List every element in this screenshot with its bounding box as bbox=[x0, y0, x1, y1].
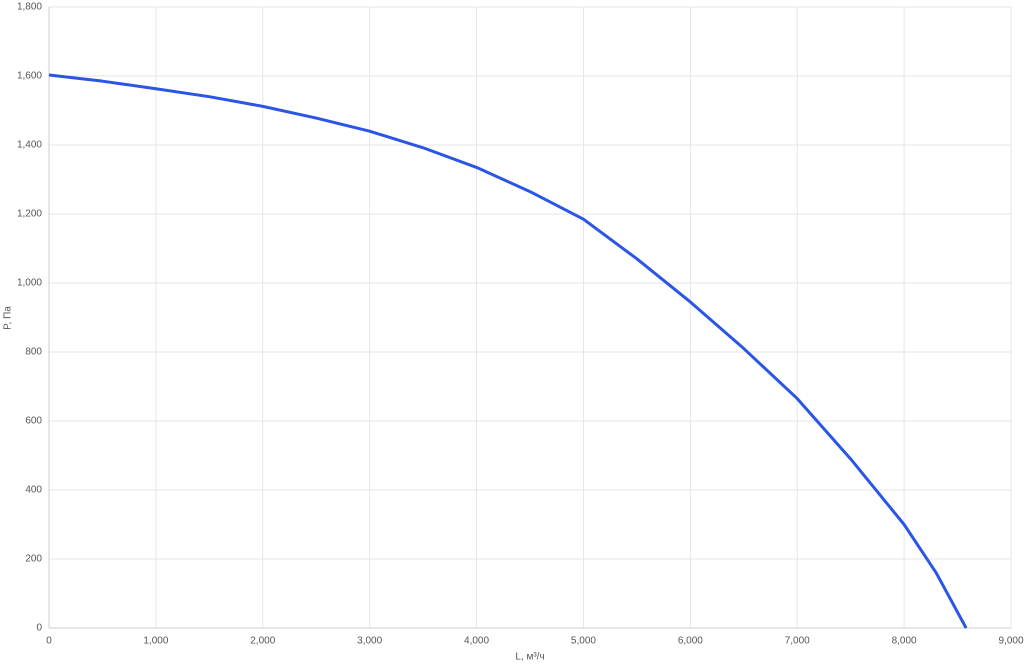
x-tick-label: 8,000 bbox=[892, 636, 917, 647]
y-tick-label: 200 bbox=[25, 554, 42, 565]
y-tick-label: 800 bbox=[25, 347, 42, 358]
x-tick-label: 3,000 bbox=[357, 636, 382, 647]
x-tick-label: 9,000 bbox=[998, 636, 1023, 647]
x-tick-label: 0 bbox=[46, 636, 52, 647]
x-tick-label: 4,000 bbox=[464, 636, 489, 647]
line-series bbox=[48, 73, 968, 629]
y-tick-label: 0 bbox=[36, 623, 42, 634]
y-tick-label: 400 bbox=[25, 485, 42, 496]
y-tick-label: 600 bbox=[25, 416, 42, 427]
y-tick-label: 1,400 bbox=[17, 140, 42, 151]
x-tick-label: 6,000 bbox=[678, 636, 703, 647]
y-tick-label: 1,800 bbox=[17, 2, 42, 13]
y-axis-title: P, Па bbox=[3, 306, 14, 330]
x-tick-label: 1,000 bbox=[143, 636, 168, 647]
x-tick-label: 5,000 bbox=[571, 636, 596, 647]
y-tick-label: 1,200 bbox=[17, 209, 42, 220]
y-tick-label: 1,600 bbox=[17, 71, 42, 82]
y-tick-label: 1,000 bbox=[17, 278, 42, 289]
x-tick-label: 7,000 bbox=[785, 636, 810, 647]
x-tick-label: 2,000 bbox=[250, 636, 275, 647]
x-axis-title: L, м³/ч bbox=[515, 652, 544, 663]
